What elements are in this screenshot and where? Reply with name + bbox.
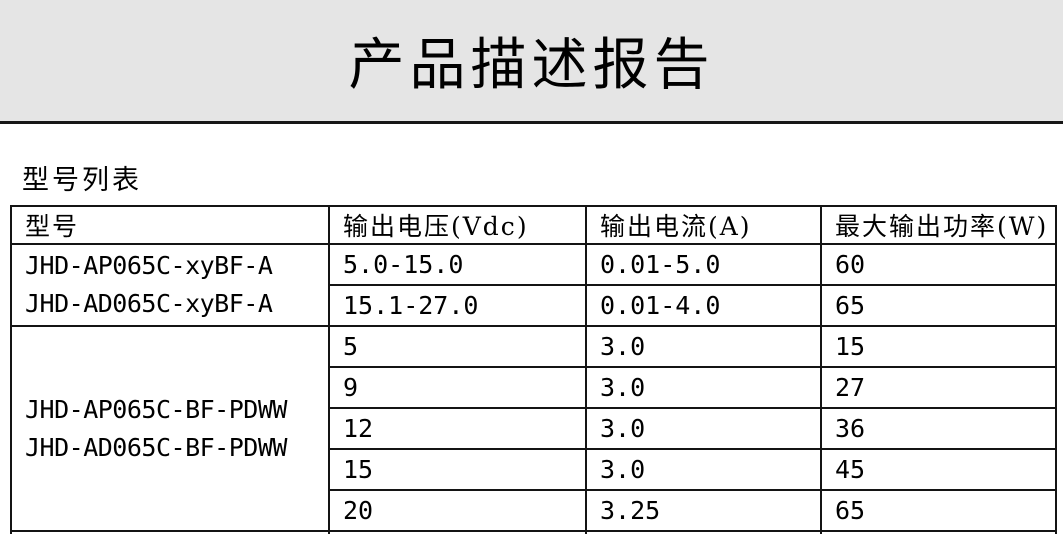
col-header-power: 最大输出功率(W) xyxy=(820,205,1057,245)
model-cell-group2: JHD-AP065C-BF-PDWW JHD-AD065C-BF-PDWW xyxy=(10,325,330,532)
voltage-cell: 9 xyxy=(328,366,587,409)
model-cell xyxy=(10,530,330,534)
model-line: JHD-AD065C-xyBF-A xyxy=(25,289,273,318)
current-cell: 3.0 xyxy=(585,325,822,368)
voltage-cell: 5.0-15.0 xyxy=(328,243,587,286)
power-cell: 60 xyxy=(820,243,1057,286)
current-cell: 0.01-4.0 xyxy=(585,284,822,327)
table-row: JHD-AP065C-xyBF-A JHD-AD065C-xyBF-A 5.0-… xyxy=(10,243,1057,327)
power-cell: 15 xyxy=(820,325,1057,368)
table-row: 15 3.0 45 xyxy=(11,448,1057,491)
col-header-voltage: 输出电压(Vdc) xyxy=(328,205,587,245)
power-cell: 45 xyxy=(820,448,1057,491)
current-cell: 3.0 xyxy=(585,407,822,450)
voltage-cell: 12 xyxy=(328,407,587,450)
current-cell: 0.01-5.0 xyxy=(585,243,822,286)
voltage-cell xyxy=(328,530,587,534)
col-header-current: 输出电流(A) xyxy=(585,205,822,245)
col-header-model: 型号 xyxy=(10,205,330,245)
table-row: 9 3.0 27 xyxy=(11,366,1057,409)
report-title: 产品描述报告 xyxy=(348,33,715,98)
table-row: 12 3.0 36 xyxy=(11,407,1057,450)
table-header-row: 型号 输出电压(Vdc) 输出电流(A) 最大输出功率(W) xyxy=(10,205,1057,245)
model-list-table: 型号 输出电压(Vdc) 输出电流(A) 最大输出功率(W) JHD-AP065… xyxy=(10,205,1057,534)
table-row: JHD-AP065C-BF-PDWW JHD-AD065C-BF-PDWW 5 … xyxy=(10,325,1057,532)
voltage-cell: 5 xyxy=(328,325,587,368)
voltage-cell: 20 xyxy=(328,489,587,532)
table-row: 15.1-27.0 0.01-4.0 65 xyxy=(11,284,1057,327)
power-cell: 36 xyxy=(820,407,1057,450)
power-cell: 27 xyxy=(820,366,1057,409)
current-cell: 3.0 xyxy=(585,448,822,491)
voltage-cell: 15 xyxy=(328,448,587,491)
model-cell-group1: JHD-AP065C-xyBF-A JHD-AD065C-xyBF-A xyxy=(10,243,330,327)
section-heading-model-list: 型号列表 xyxy=(22,165,142,196)
current-cell: 3.0 xyxy=(585,366,822,409)
current-cell xyxy=(585,530,822,534)
power-cell: 65 xyxy=(820,284,1057,327)
model-line: JHD-AP065C-xyBF-A xyxy=(25,251,273,280)
voltage-cell: 15.1-27.0 xyxy=(328,284,587,327)
current-cell: 3.25 xyxy=(585,489,822,532)
model-line: JHD-AD065C-BF-PDWW xyxy=(25,432,287,462)
power-cell: 65 xyxy=(820,489,1057,532)
document-body: 型号列表 型号 输出电压(Vdc) 输出电流(A) 最大输出功率(W) xyxy=(0,158,1063,534)
power-cell xyxy=(820,530,1057,534)
table-row: 20 3.25 65 xyxy=(11,489,1057,532)
table-row-partial xyxy=(10,530,1057,534)
report-header-band: 产品描述报告 xyxy=(0,0,1063,124)
model-line: JHD-AP065C-BF-PDWW xyxy=(25,394,287,424)
